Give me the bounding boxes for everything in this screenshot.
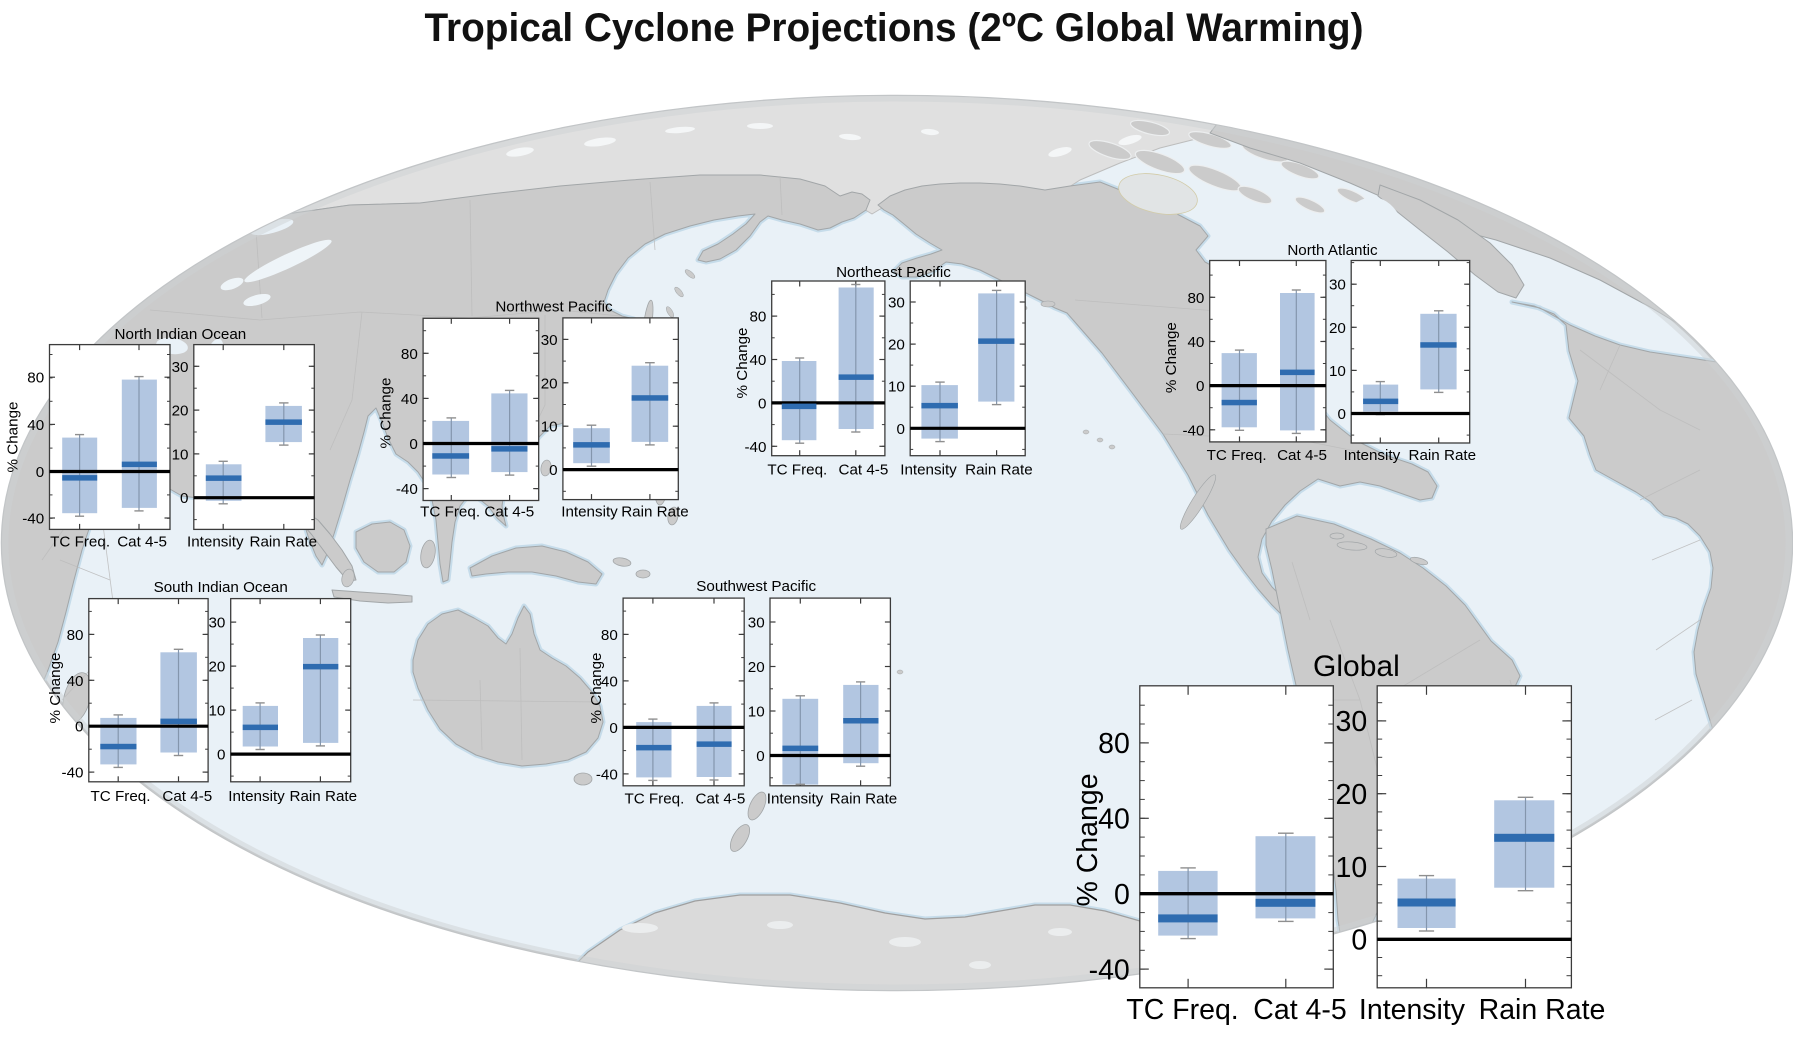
svg-text:Intensity: Intensity: [1359, 994, 1466, 1026]
svg-text:Rain Rate: Rain Rate: [965, 462, 1033, 479]
svg-text:Northwest Pacific: Northwest Pacific: [495, 299, 613, 316]
svg-text:TC Freq.: TC Freq.: [767, 462, 827, 479]
svg-text:Rain Rate: Rain Rate: [250, 534, 318, 551]
svg-text:Rain Rate: Rain Rate: [621, 504, 689, 521]
svg-text:0: 0: [1114, 879, 1130, 911]
svg-text:80: 80: [1098, 728, 1130, 760]
svg-text:0: 0: [75, 719, 83, 736]
svg-text:30: 30: [541, 332, 558, 349]
svg-text:Cat 4-5: Cat 4-5: [117, 534, 167, 551]
svg-text:10: 10: [172, 446, 189, 463]
svg-text:40: 40: [67, 673, 84, 690]
svg-text:-40: -40: [62, 765, 84, 782]
svg-text:0: 0: [409, 436, 417, 453]
svg-text:0: 0: [896, 421, 904, 438]
svg-text:0: 0: [1337, 406, 1345, 423]
svg-text:Intensity: Intensity: [1344, 447, 1401, 464]
svg-text:40: 40: [749, 352, 766, 369]
svg-text:80: 80: [27, 370, 44, 387]
svg-text:-40: -40: [396, 481, 418, 498]
svg-text:10: 10: [1335, 852, 1367, 884]
svg-text:80: 80: [67, 627, 84, 644]
svg-text:20: 20: [1335, 779, 1367, 811]
svg-text:80: 80: [401, 346, 418, 363]
svg-text:80: 80: [601, 627, 618, 644]
svg-text:40: 40: [27, 417, 44, 434]
svg-text:80: 80: [1187, 290, 1204, 307]
svg-text:0: 0: [180, 490, 188, 507]
svg-text:0: 0: [756, 748, 764, 765]
svg-text:20: 20: [748, 659, 765, 676]
svg-text:TC Freq.: TC Freq.: [50, 534, 110, 551]
svg-text:Rain Rate: Rain Rate: [290, 788, 358, 805]
svg-text:40: 40: [1098, 804, 1130, 836]
svg-text:Cat 4-5: Cat 4-5: [695, 791, 745, 808]
svg-text:Rain Rate: Rain Rate: [1479, 994, 1606, 1026]
svg-text:% Change: % Change: [1163, 322, 1180, 393]
svg-text:North Atlantic: North Atlantic: [1287, 242, 1378, 259]
svg-text:0: 0: [1196, 378, 1204, 395]
svg-text:Southwest Pacific: Southwest Pacific: [696, 578, 816, 595]
svg-text:10: 10: [1329, 363, 1346, 380]
svg-text:10: 10: [208, 703, 225, 720]
svg-text:Intensity: Intensity: [561, 504, 618, 521]
svg-text:80: 80: [749, 309, 766, 326]
svg-text:0: 0: [217, 747, 225, 764]
svg-text:40: 40: [601, 673, 618, 690]
svg-text:30: 30: [888, 295, 905, 312]
svg-text:40: 40: [1187, 334, 1204, 351]
svg-text:% Change: % Change: [734, 328, 751, 399]
svg-text:Northeast Pacific: Northeast Pacific: [836, 264, 951, 281]
svg-text:Rain Rate: Rain Rate: [1409, 447, 1477, 464]
svg-text:0: 0: [549, 462, 557, 479]
svg-text:30: 30: [208, 615, 225, 632]
svg-text:30: 30: [1335, 706, 1367, 738]
svg-text:% Change: % Change: [1072, 773, 1104, 906]
svg-text:30: 30: [172, 359, 189, 376]
svg-text:TC Freq.: TC Freq.: [1207, 447, 1267, 464]
svg-text:0: 0: [609, 720, 617, 737]
svg-text:20: 20: [888, 337, 905, 354]
svg-text:TC Freq.: TC Freq.: [624, 791, 684, 808]
svg-text:40: 40: [401, 391, 418, 408]
svg-text:30: 30: [1329, 277, 1346, 294]
svg-text:-40: -40: [744, 439, 766, 456]
svg-text:Rain Rate: Rain Rate: [830, 791, 898, 808]
svg-text:Cat 4-5: Cat 4-5: [1277, 447, 1327, 464]
svg-text:Tropical Cyclone Projections (: Tropical Cyclone Projections (2ºC Global…: [425, 6, 1364, 50]
svg-text:-40: -40: [1182, 422, 1204, 439]
svg-text:TC Freq.: TC Freq.: [1126, 994, 1238, 1026]
svg-text:-40: -40: [1089, 954, 1130, 986]
svg-text:-40: -40: [596, 766, 618, 783]
svg-text:-40: -40: [22, 511, 44, 528]
svg-text:Intensity: Intensity: [187, 534, 244, 551]
svg-text:Intensity: Intensity: [767, 791, 824, 808]
svg-text:% Change: % Change: [5, 402, 22, 473]
svg-text:TC Freq.: TC Freq.: [420, 504, 480, 521]
svg-text:10: 10: [748, 704, 765, 721]
svg-text:North Indian Ocean: North Indian Ocean: [115, 326, 247, 343]
svg-text:% Change: % Change: [47, 653, 64, 724]
svg-text:Global: Global: [1313, 650, 1400, 683]
svg-text:0: 0: [758, 395, 766, 412]
svg-text:30: 30: [748, 615, 765, 632]
svg-text:Cat 4-5: Cat 4-5: [162, 788, 212, 805]
svg-text:Intensity: Intensity: [228, 788, 285, 805]
svg-text:10: 10: [541, 419, 558, 436]
svg-text:South Indian Ocean: South Indian Ocean: [154, 579, 288, 596]
svg-text:% Change: % Change: [378, 378, 395, 449]
svg-text:20: 20: [208, 659, 225, 676]
svg-text:0: 0: [1351, 925, 1367, 957]
svg-text:10: 10: [888, 379, 905, 396]
svg-text:Cat 4-5: Cat 4-5: [1253, 994, 1346, 1026]
svg-text:Cat 4-5: Cat 4-5: [838, 462, 888, 479]
svg-text:20: 20: [541, 375, 558, 392]
svg-text:Intensity: Intensity: [900, 462, 957, 479]
svg-text:% Change: % Change: [588, 653, 605, 724]
svg-text:20: 20: [1329, 320, 1346, 337]
svg-text:TC Freq.: TC Freq.: [91, 788, 151, 805]
svg-text:Cat 4-5: Cat 4-5: [484, 504, 534, 521]
svg-text:0: 0: [36, 464, 44, 481]
svg-text:20: 20: [172, 403, 189, 420]
